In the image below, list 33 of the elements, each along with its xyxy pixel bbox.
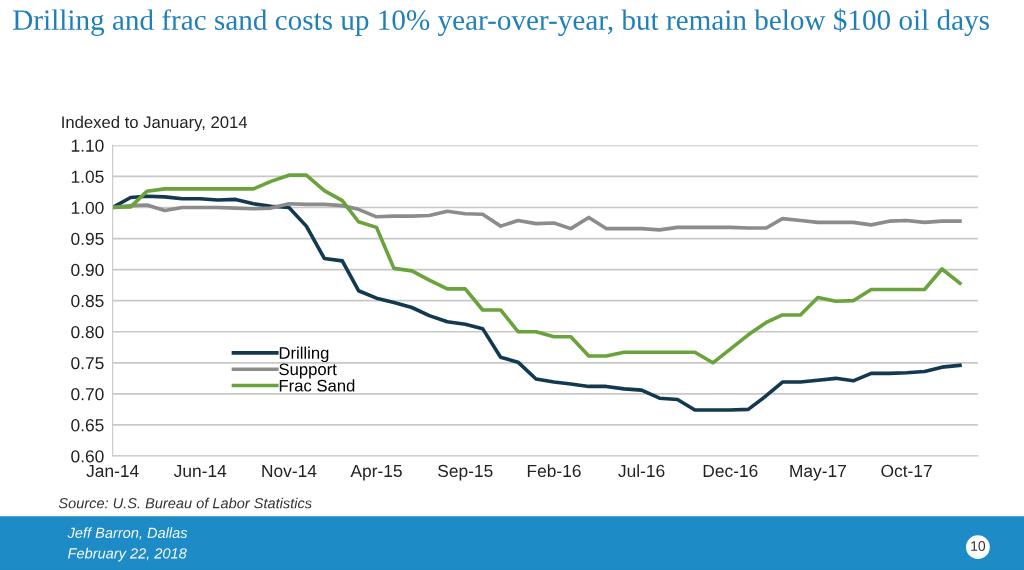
y-tick-label: 0.95 xyxy=(71,232,104,246)
y-tick-label: 0.80 xyxy=(71,325,104,339)
x-tick-label: Feb-16 xyxy=(527,464,581,478)
y-tick-label: 0.60 xyxy=(71,450,104,463)
line-series xyxy=(112,194,962,412)
y-tick-label: 0.90 xyxy=(71,263,104,277)
source-note: Source: U.S. Bureau of Labor Statistics xyxy=(58,497,312,509)
y-tick-label: 0.75 xyxy=(71,356,104,370)
line-series xyxy=(112,201,962,232)
y-tick-label: 1.05 xyxy=(71,170,104,183)
x-tick-label: Jan-14 xyxy=(86,464,139,478)
y-axis-title: Indexed to January, 2014 xyxy=(62,115,248,132)
legend-label: Frac Sand xyxy=(279,379,355,392)
legend-label: Drilling xyxy=(279,346,329,363)
legend-label: Support xyxy=(279,363,337,379)
y-tick-label: 0.85 xyxy=(71,294,104,308)
x-tick-label: Jul-16 xyxy=(618,464,665,478)
text: Jeff Barron, Dallas xyxy=(67,527,188,540)
y-tick-label: 0.70 xyxy=(71,388,104,401)
x-tick-label: Dec-16 xyxy=(703,464,758,478)
y-tick-label: 1.10 xyxy=(71,139,104,152)
text: February 22, 2018 xyxy=(68,547,187,562)
x-tick-label: Oct-17 xyxy=(881,464,932,478)
chart-title: Drilling and frac sand costs up 10% year-over-year, but remain below $100 oil days xyxy=(13,8,989,36)
x-tick-label: Nov-14 xyxy=(262,464,317,478)
line-series xyxy=(112,173,962,365)
y-tick-label: 0.65 xyxy=(71,419,104,432)
x-tick-label: Sep-15 xyxy=(438,464,493,481)
x-tick-label: Apr-15 xyxy=(350,464,402,481)
text: 10 xyxy=(971,541,986,551)
x-tick-label: Jun-14 xyxy=(173,464,227,478)
y-tick-label: 1.00 xyxy=(71,201,104,214)
x-tick-label: May-17 xyxy=(790,464,846,481)
